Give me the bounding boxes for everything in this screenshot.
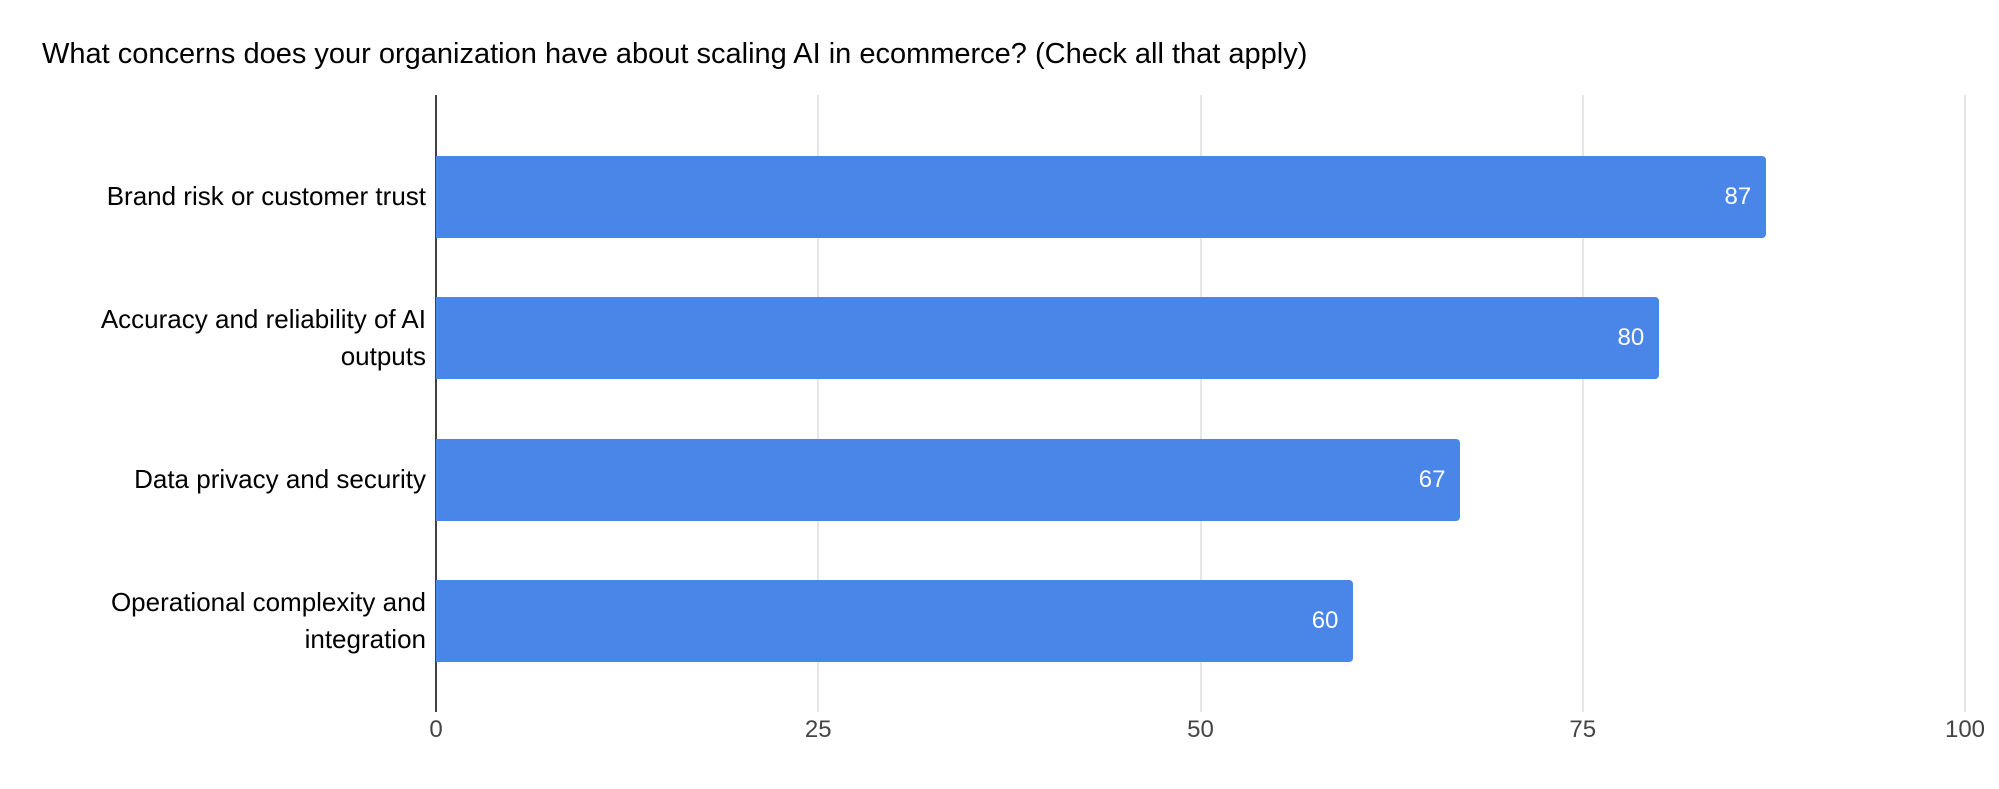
category-axis: Brand risk or customer trust Accuracy and… (20, 126, 426, 692)
category-label-row: Accuracy and reliability of AI outputs (20, 268, 426, 410)
chart-title: What concerns does your organization hav… (42, 38, 1308, 70)
category-label: Data privacy and security (134, 463, 426, 494)
bar[interactable]: 87 (436, 155, 1767, 238)
bar-value-label: 60 (1311, 607, 1339, 635)
x-tick-label: 75 (1569, 716, 1597, 743)
category-label: Operational complexity and integration (110, 586, 426, 655)
x-tick-label: 25 (804, 716, 832, 743)
category-label: Accuracy and reliability of AI outputs (100, 303, 426, 372)
category-label-row: Operational complexity and integration (20, 551, 426, 693)
bar-value-label: 67 (1418, 465, 1446, 493)
bar-row: 60 (436, 551, 1965, 693)
bar-value-label: 87 (1724, 182, 1752, 210)
category-label-row: Brand risk or customer trust (20, 126, 426, 268)
bar-row: 67 (436, 409, 1965, 551)
bars-area: 87 80 67 60 (436, 126, 1965, 692)
gridline (1964, 95, 1966, 712)
bar[interactable]: 67 (436, 438, 1461, 521)
bar-row: 87 (436, 126, 1965, 268)
bar[interactable]: 60 (436, 580, 1354, 663)
x-tick-label: 100 (1944, 716, 1986, 743)
bar[interactable]: 80 (436, 297, 1660, 380)
bar-row: 80 (436, 268, 1965, 410)
gridline (817, 95, 820, 712)
x-tick-label: 50 (1187, 716, 1214, 743)
gridline (1199, 95, 1202, 712)
plot-area (435, 95, 1966, 712)
bar-value-label: 80 (1617, 324, 1645, 352)
category-axis-baseline (435, 95, 437, 712)
gridline (1581, 95, 1584, 712)
x-axis: 0 25 50 75 100 (429, 716, 1985, 750)
x-tick-label: 0 (429, 716, 443, 743)
category-label-row: Data privacy and security (20, 409, 426, 551)
category-label: Brand risk or customer trust (106, 180, 426, 211)
